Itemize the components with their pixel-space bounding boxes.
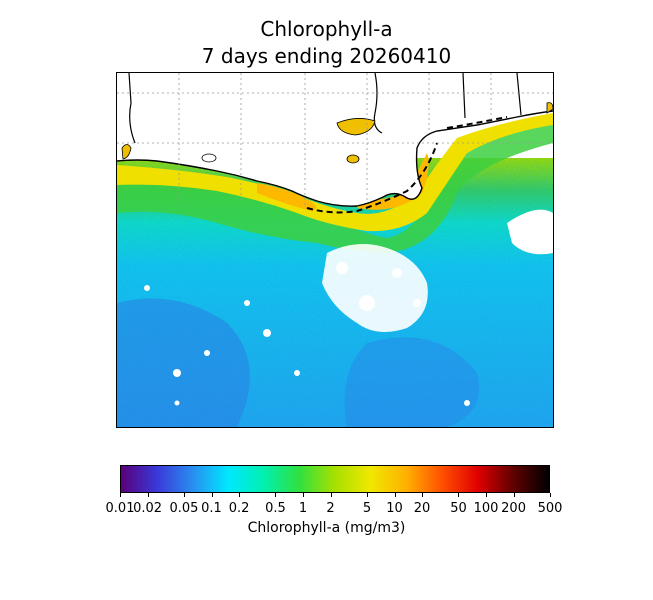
map-subtitle: 7 days ending 20260410	[201, 44, 452, 68]
colorbar-tick-mark	[303, 493, 305, 497]
colorbar-tick-label: 0.5	[265, 501, 286, 516]
colorbar-label: Chlorophyll-a (mg/m3)	[247, 520, 406, 536]
coastal-band-yellow	[117, 113, 553, 232]
colorbar-tick-mark	[366, 493, 368, 497]
colorbar-tick-label: 500	[537, 501, 563, 516]
gridlines	[117, 73, 553, 208]
colorbar-tick-mark	[183, 493, 185, 497]
state-boundary	[128, 73, 136, 144]
colorbar-tick-label: 0.2	[228, 501, 250, 516]
state-boundary	[462, 73, 466, 119]
colorbar-tick-label: 100	[473, 501, 499, 516]
colorbar-tick-label: 5	[362, 501, 372, 516]
state-boundary	[373, 73, 383, 134]
colorbar-tick-mark	[458, 493, 460, 497]
colorbar-tick-mark	[211, 493, 213, 497]
colorbar	[120, 465, 550, 493]
map-canvas	[117, 73, 553, 427]
cloud-mask	[144, 209, 553, 406]
colorbar-tick-mark	[394, 493, 396, 497]
colorbar-tick-mark	[147, 493, 149, 497]
colorbar-tick-mark	[120, 493, 121, 497]
colorbar-ticks: 0.01 0.02 0.05 0.1 0.2 0.5 1 2 5 10 20 50 100 200 500	[106, 493, 562, 523]
colorbar-tick-label: 0.05	[169, 501, 199, 516]
state-boundary	[516, 73, 522, 116]
colorbar-tick-label: 0.01	[105, 501, 135, 516]
colorbar-tick-mark	[330, 493, 332, 497]
coastal-band-orange	[257, 183, 316, 211]
colorbar-tick-label: 10	[386, 501, 403, 516]
inland-water	[121, 102, 553, 164]
colorbar-tick-mark	[550, 493, 551, 497]
coastline	[117, 110, 553, 207]
colorbar-tick-label: 200	[501, 501, 526, 516]
colorbar-tick-label: 2	[326, 501, 335, 516]
colorbar-tick-mark	[275, 493, 277, 497]
colorbar-tick-label: 20	[413, 501, 431, 516]
colorbar-tick-mark	[486, 493, 488, 497]
colorbar-tick-label: 0.02	[133, 501, 163, 516]
colorbar-tick-mark	[239, 493, 241, 497]
colorbar-tick-mark	[513, 493, 515, 497]
chlorophyll-map	[116, 72, 554, 428]
coastal-band-green	[117, 123, 553, 253]
shelf-contour	[306, 142, 438, 214]
colorbar-tick-label: 1	[298, 501, 308, 516]
colorbar-tick-label: 0.1	[201, 501, 222, 516]
shelf-contour	[446, 116, 508, 129]
colorbar-tick-mark	[422, 493, 424, 497]
map-title: Chlorophyll-a	[260, 17, 393, 41]
lake	[201, 153, 217, 163]
colorbar-tick-label: 50	[450, 501, 467, 516]
